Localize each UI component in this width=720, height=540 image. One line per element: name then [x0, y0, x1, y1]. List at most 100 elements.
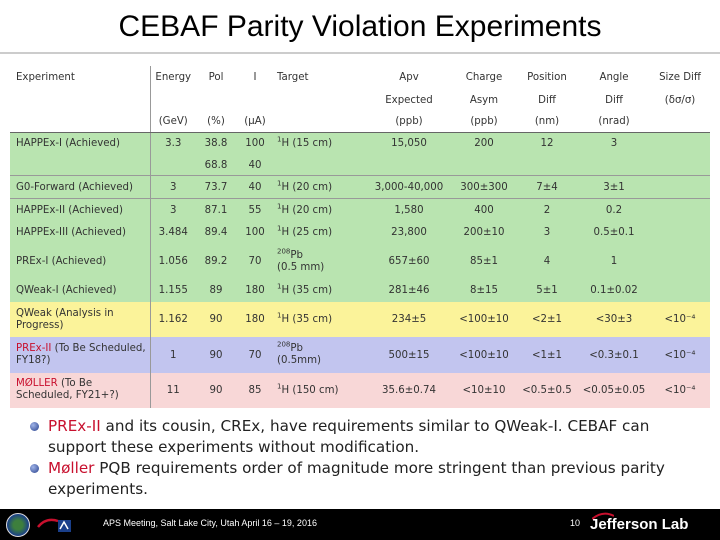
- apv-cell: 23,800: [366, 221, 452, 245]
- size-cell: [650, 198, 710, 222]
- pol-cell: 73.7: [196, 175, 236, 199]
- meeting-label: APS Meeting, Salt Lake City, Utah April …: [103, 518, 317, 528]
- current-cell: 180: [236, 279, 274, 303]
- charge-cell: 300±300: [452, 175, 516, 199]
- energy-cell: 3.484: [149, 221, 196, 245]
- pol-cell: 89: [196, 279, 236, 303]
- doe-seal-icon: [6, 513, 30, 537]
- charge-cell: <100±10: [452, 302, 516, 338]
- apv-cell: 35.6±0.74: [366, 372, 452, 408]
- position-cell: <1±1: [516, 337, 578, 373]
- unit-cell: [10, 111, 150, 133]
- target-label: H (35 cm): [281, 314, 333, 326]
- current-cell: 85: [236, 372, 274, 408]
- units-row: (GeV) (%) (μA) (ppb) (ppb) (nm) (nrad): [10, 111, 710, 133]
- position-cell: 2: [516, 198, 578, 222]
- header-cell: Angle: [578, 66, 650, 89]
- target-label: Pb: [290, 249, 303, 261]
- bullet-accent: Møller: [48, 459, 95, 477]
- bullet-icon: [30, 422, 39, 431]
- angle-cell: 3: [578, 132, 650, 156]
- bullet-text: PQB requirements order of magnitude more…: [48, 459, 665, 498]
- experiment-name: PREx-II (To Be Scheduled, FY18?): [10, 337, 150, 373]
- position-cell: <0.5±0.5: [516, 372, 578, 408]
- target-isotope: 1: [277, 311, 282, 320]
- apv-cell: 3,000-40,000: [366, 175, 452, 199]
- target-cell: 1H (25 cm): [274, 221, 366, 245]
- header-cell: (δσ/σ): [650, 88, 710, 112]
- apv-cell: 657±60: [366, 244, 452, 280]
- table-row: HAPPEx-I (Achieved) 3.3 38.8 100 1H (15 …: [10, 132, 710, 156]
- unit-cell: (nrad): [578, 111, 650, 133]
- position-cell: [516, 155, 578, 176]
- target-cell: 1H (15 cm): [274, 132, 366, 156]
- current-cell: 40: [236, 175, 274, 199]
- target-isotope: 1: [277, 202, 282, 211]
- jlab-swoosh-icon: [592, 512, 614, 520]
- header-cell: Position: [516, 66, 578, 89]
- size-cell: <10⁻⁴: [650, 372, 710, 408]
- target-isotope: 208: [277, 340, 291, 349]
- jsa-logo-icon: [37, 518, 71, 532]
- header-cell: Experiment: [10, 66, 150, 89]
- target-isotope: 1: [277, 282, 282, 291]
- target-isotope: 1: [277, 224, 282, 233]
- current-cell: 180: [236, 302, 274, 338]
- table-row: HAPPEx-III (Achieved) 3.484 89.4 100 1H …: [10, 221, 710, 245]
- header-cell: Target: [274, 66, 366, 89]
- apv-cell: [366, 155, 452, 176]
- apv-cell: 234±5: [366, 302, 452, 338]
- energy-cell: 11: [149, 372, 196, 408]
- charge-cell: <10±10: [452, 372, 516, 408]
- bullet-list: PREx-II and its cousin, CREx, have requi…: [30, 416, 700, 500]
- angle-cell: <30±3: [578, 302, 650, 338]
- slide-title: CEBAF Parity Violation Experiments: [118, 10, 602, 43]
- charge-cell: [452, 155, 516, 176]
- bullet-text: and its cousin, CREx, have requirements …: [48, 417, 650, 456]
- target-cell: [274, 155, 366, 176]
- experiment-name: HAPPEx-III (Achieved): [10, 221, 150, 245]
- pol-cell: 68.8: [196, 155, 236, 176]
- target-cell: 1H (35 cm): [274, 302, 366, 338]
- size-cell: <10⁻⁴: [650, 302, 710, 338]
- position-cell: 12: [516, 132, 578, 156]
- experiment-name: G0-Forward (Achieved): [10, 175, 150, 199]
- header-cell: Diff: [578, 88, 650, 112]
- target-cell: 1H (35 cm): [274, 279, 366, 303]
- table-row: PREx-I (Achieved) 1.056 89.2 70 208Pb (0.…: [10, 244, 710, 280]
- unit-cell: [274, 111, 366, 133]
- list-item: PREx-II and its cousin, CREx, have requi…: [30, 416, 700, 458]
- target-cell: 1H (20 cm): [274, 175, 366, 199]
- target-isotope: 1: [277, 136, 282, 145]
- energy-cell: 3: [149, 175, 196, 199]
- pol-cell: 90: [196, 337, 236, 373]
- target-thickness: (0.5 mm): [277, 261, 325, 273]
- size-cell: [650, 279, 710, 303]
- energy-cell: 1.155: [149, 279, 196, 303]
- size-cell: [650, 175, 710, 199]
- header-cell: I: [236, 66, 274, 89]
- header-cell: Apv: [366, 66, 452, 89]
- current-cell: 100: [236, 132, 274, 156]
- experiment-name: PREx-I (Achieved): [10, 244, 150, 280]
- pol-cell: 38.8: [196, 132, 236, 156]
- unit-cell: (ppb): [366, 111, 452, 133]
- header-cell: [196, 88, 236, 112]
- bullet-accent: PREx-II: [48, 417, 101, 435]
- target-isotope: 208: [277, 247, 291, 256]
- header-row: Experiment Energy Pol I Target Apv Charg…: [10, 66, 710, 89]
- pol-cell: 90: [196, 302, 236, 338]
- target-label: Pb: [290, 343, 303, 355]
- energy-cell: 3.3: [149, 132, 196, 156]
- charge-cell: 85±1: [452, 244, 516, 280]
- title-bar: CEBAF Parity Violation Experiments: [0, 0, 720, 56]
- apv-cell: 15,050: [366, 132, 452, 156]
- pol-cell: 89.4: [196, 221, 236, 245]
- header-cell: Asym: [452, 88, 516, 112]
- current-cell: 40: [236, 155, 274, 176]
- current-cell: 55: [236, 198, 274, 222]
- energy-cell: 3: [149, 198, 196, 222]
- unit-cell: (%): [196, 111, 236, 133]
- table-row: HAPPEx-II (Achieved) 3 87.1 55 1H (20 cm…: [10, 198, 710, 222]
- header-cell: Size Diff: [650, 66, 710, 89]
